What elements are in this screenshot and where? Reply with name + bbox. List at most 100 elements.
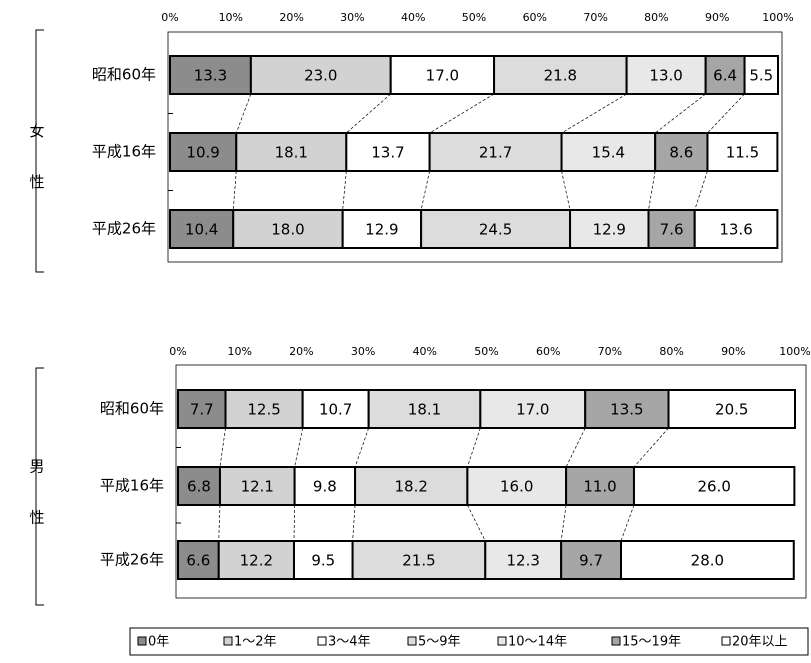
category-label: 昭和60年 [100, 400, 164, 418]
connector [354, 427, 369, 468]
category-label: 平成26年 [100, 551, 164, 569]
value-label: 13.5 [610, 401, 643, 419]
bar-segment [169, 132, 238, 172]
legend-label: 3～4年 [328, 635, 371, 650]
value-label: 10.9 [186, 144, 219, 162]
category-label: 平成26年 [92, 220, 156, 238]
bar-segment [706, 132, 779, 172]
group-bracket [35, 367, 44, 606]
bar-segment [654, 132, 709, 172]
bar-segment [647, 209, 696, 249]
legend-swatch [721, 636, 731, 646]
connector [565, 427, 586, 468]
legend-swatch [497, 636, 507, 646]
bar-segment [620, 540, 795, 580]
connector [620, 504, 635, 542]
x-tick-label: 20% [279, 11, 303, 24]
value-label: 11.5 [726, 144, 759, 162]
value-label: 11.0 [583, 478, 616, 496]
bar-segment [632, 466, 796, 506]
connector [467, 427, 481, 468]
x-tick-label: 70% [598, 345, 622, 358]
connector [232, 170, 237, 211]
connector [420, 170, 430, 211]
value-label: 21.7 [479, 144, 512, 162]
legend-box [129, 627, 809, 656]
value-label: 12.9 [365, 221, 398, 239]
legend-swatch [317, 636, 327, 646]
x-tick-label: 30% [351, 345, 375, 358]
bar-segment [169, 55, 252, 95]
x-tick-label: 80% [644, 11, 668, 24]
bar-segment [341, 209, 423, 249]
value-label: 8.6 [669, 144, 693, 162]
value-label: 21.5 [402, 552, 435, 570]
bar-segment [569, 209, 650, 249]
x-tick-label: 90% [721, 345, 745, 358]
legend-swatch [137, 636, 147, 646]
bar-segment [693, 209, 779, 249]
connector [352, 504, 356, 542]
value-label: 13.3 [194, 67, 227, 85]
connector [219, 427, 226, 468]
value-label: 13.0 [649, 67, 682, 85]
value-label: 12.9 [593, 221, 626, 239]
connector [707, 93, 745, 134]
value-label: 12.1 [241, 478, 274, 496]
x-tick-label: 20% [289, 345, 313, 358]
bar-segment [667, 389, 797, 429]
x-tick-label: 80% [659, 345, 683, 358]
connector [560, 504, 567, 542]
bar-segment [479, 389, 587, 429]
value-label: 9.7 [579, 552, 603, 570]
legend-swatch [611, 636, 621, 646]
legend-label: 1～2年 [234, 635, 277, 650]
bar-segment [354, 466, 469, 506]
value-label: 6.6 [186, 552, 210, 570]
value-label: 18.0 [271, 221, 304, 239]
value-label: 12.5 [247, 401, 280, 419]
bar-segment [345, 132, 431, 172]
value-label: 13.7 [371, 144, 404, 162]
connector [694, 170, 708, 211]
category-label: 昭和60年 [92, 66, 156, 84]
x-tick-label: 40% [401, 11, 425, 24]
legend-label: 20年以上 [732, 635, 788, 650]
value-label: 18.2 [395, 478, 428, 496]
value-label: 7.7 [190, 401, 214, 419]
group-bracket [35, 29, 44, 273]
value-label: 6.8 [187, 478, 211, 496]
connector [633, 427, 669, 468]
bar-segment [367, 389, 482, 429]
x-tick-label: 90% [705, 11, 729, 24]
x-tick-label: 100% [779, 345, 810, 358]
group-label: 女性 [28, 122, 46, 225]
legend-label: 10～14年 [508, 635, 567, 650]
value-label: 9.5 [311, 552, 335, 570]
legend-swatch [407, 636, 417, 646]
x-tick-label: 100% [762, 11, 793, 24]
bar-segment [560, 132, 657, 172]
bar-segment [177, 389, 227, 429]
connector [235, 93, 252, 134]
bar-segment [217, 540, 295, 580]
category-label: 平成16年 [100, 477, 164, 495]
value-label: 10.4 [185, 221, 218, 239]
connector [648, 170, 656, 211]
x-tick-label: 10% [219, 11, 243, 24]
connector [467, 504, 486, 542]
bar-segment [584, 389, 670, 429]
value-label: 6.4 [713, 67, 737, 85]
value-label: 28.0 [691, 552, 724, 570]
x-tick-label: 70% [583, 11, 607, 24]
connector [342, 170, 347, 211]
bar-segment [484, 540, 563, 580]
x-tick-label: 10% [227, 345, 251, 358]
value-label: 18.1 [408, 401, 441, 419]
connector [654, 93, 706, 134]
value-label: 12.2 [240, 552, 273, 570]
value-label: 9.8 [313, 478, 337, 496]
value-label: 23.0 [304, 67, 337, 85]
bar-segment [565, 466, 635, 506]
